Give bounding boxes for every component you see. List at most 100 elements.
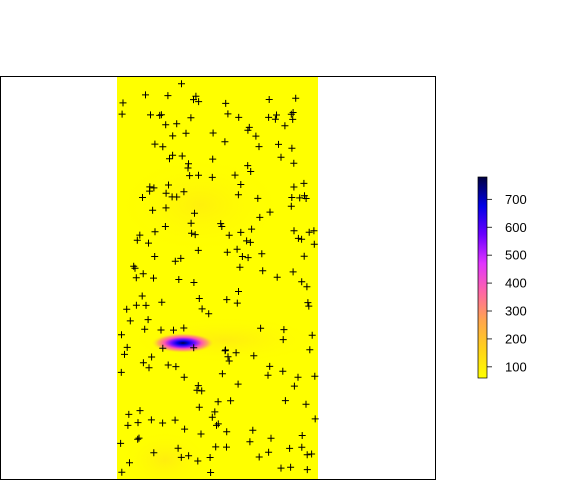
- observation-point: [248, 225, 256, 233]
- observation-point: [136, 231, 144, 239]
- observation-point: [304, 299, 312, 307]
- observation-point: [124, 421, 132, 429]
- observation-point: [190, 279, 198, 286]
- observation-point: [287, 202, 295, 210]
- observation-point: [125, 410, 133, 418]
- colorbar-tick-label: 700: [505, 192, 527, 207]
- observation-point: [156, 111, 164, 119]
- observation-point: [151, 228, 159, 236]
- observation-point: [207, 469, 215, 476]
- observation-point: [305, 302, 313, 310]
- observation-point: [286, 444, 294, 452]
- observation-point: [192, 92, 200, 100]
- observation-point: [205, 310, 213, 318]
- colorbar-tick-label: 100: [505, 359, 527, 374]
- observation-point: [231, 171, 239, 179]
- observation-point: [214, 398, 222, 406]
- observation-point: [194, 457, 202, 465]
- observation-point: [145, 364, 153, 372]
- raster-soft-blob: [120, 430, 210, 480]
- observation-point: [139, 359, 147, 367]
- observation-point: [273, 111, 280, 119]
- observation-point: [223, 428, 231, 436]
- observation-point: [305, 228, 313, 236]
- observation-point: [158, 298, 166, 306]
- observation-point: [224, 353, 232, 361]
- observation-point: [146, 183, 154, 191]
- observation-point: [194, 246, 202, 254]
- observation-point: [243, 237, 251, 245]
- observation-point: [180, 324, 188, 332]
- observation-point: [223, 248, 231, 256]
- observation-point: [235, 288, 242, 295]
- observation-point: [212, 443, 220, 451]
- observation-point: [288, 144, 296, 152]
- observation-point: [279, 336, 287, 344]
- raster-background: [117, 76, 318, 480]
- observation-point: [222, 99, 230, 107]
- observation-point: [178, 80, 185, 88]
- observation-point: [150, 184, 158, 192]
- observation-point: [170, 326, 177, 334]
- observation-point: [157, 111, 165, 119]
- observation-point: [178, 152, 186, 160]
- observation-point: [159, 143, 167, 151]
- observation-point: [222, 346, 229, 354]
- observation-point: [166, 155, 173, 163]
- observation-point: [182, 129, 190, 137]
- observation-point: [224, 110, 232, 118]
- observation-point: [238, 253, 246, 260]
- observation-point: [180, 373, 188, 381]
- observation-point: [126, 317, 134, 325]
- observation-point: [244, 162, 252, 170]
- observation-point: [250, 352, 258, 360]
- observation-point: [225, 231, 233, 239]
- observation-point: [209, 155, 217, 163]
- observation-point: [159, 344, 167, 352]
- observation-point: [277, 464, 285, 472]
- observation-point: [308, 331, 316, 339]
- observation-point: [138, 292, 146, 300]
- observation-point: [171, 416, 179, 424]
- observation-point: [161, 223, 169, 230]
- observation-point: [311, 415, 319, 423]
- observation-point: [193, 386, 201, 394]
- observation-point: [252, 132, 260, 140]
- observation-point: [290, 183, 298, 191]
- observation-point: [118, 468, 126, 476]
- observation-point: [300, 179, 308, 187]
- colorbar-ticks: 100 200 300 400 500 600 700: [487, 192, 527, 374]
- observation-point: [255, 453, 263, 461]
- observation-point: [184, 164, 192, 172]
- observation-point: [294, 373, 302, 381]
- observation-point: [259, 267, 267, 275]
- observation-point: [188, 229, 196, 237]
- observation-point: [175, 276, 183, 283]
- observation-point: [142, 91, 149, 99]
- observation-point: [131, 264, 139, 272]
- observation-point: [147, 111, 154, 119]
- observation-point: [303, 466, 311, 474]
- raster-hotspot: [151, 333, 215, 353]
- observation-point: [211, 408, 219, 416]
- observation-point: [254, 194, 262, 202]
- observation-point: [147, 416, 155, 424]
- observation-point: [233, 245, 241, 253]
- observation-point: [292, 94, 300, 102]
- observation-point: [290, 159, 298, 167]
- observation-point: [281, 122, 289, 130]
- observation-point: [177, 453, 185, 461]
- observation-point: [169, 132, 177, 140]
- observation-point: [232, 349, 240, 357]
- raster-soft-blob: [117, 155, 285, 255]
- observation-point: [198, 387, 206, 395]
- observation-point: [300, 252, 308, 260]
- observation-point: [134, 419, 142, 427]
- observation-point: [149, 206, 157, 214]
- observation-point: [164, 361, 172, 369]
- observation-point: [117, 368, 125, 376]
- observation-point: [289, 109, 297, 116]
- observation-point: [246, 438, 254, 446]
- observation-point: [145, 239, 152, 247]
- observation-point: [287, 463, 295, 471]
